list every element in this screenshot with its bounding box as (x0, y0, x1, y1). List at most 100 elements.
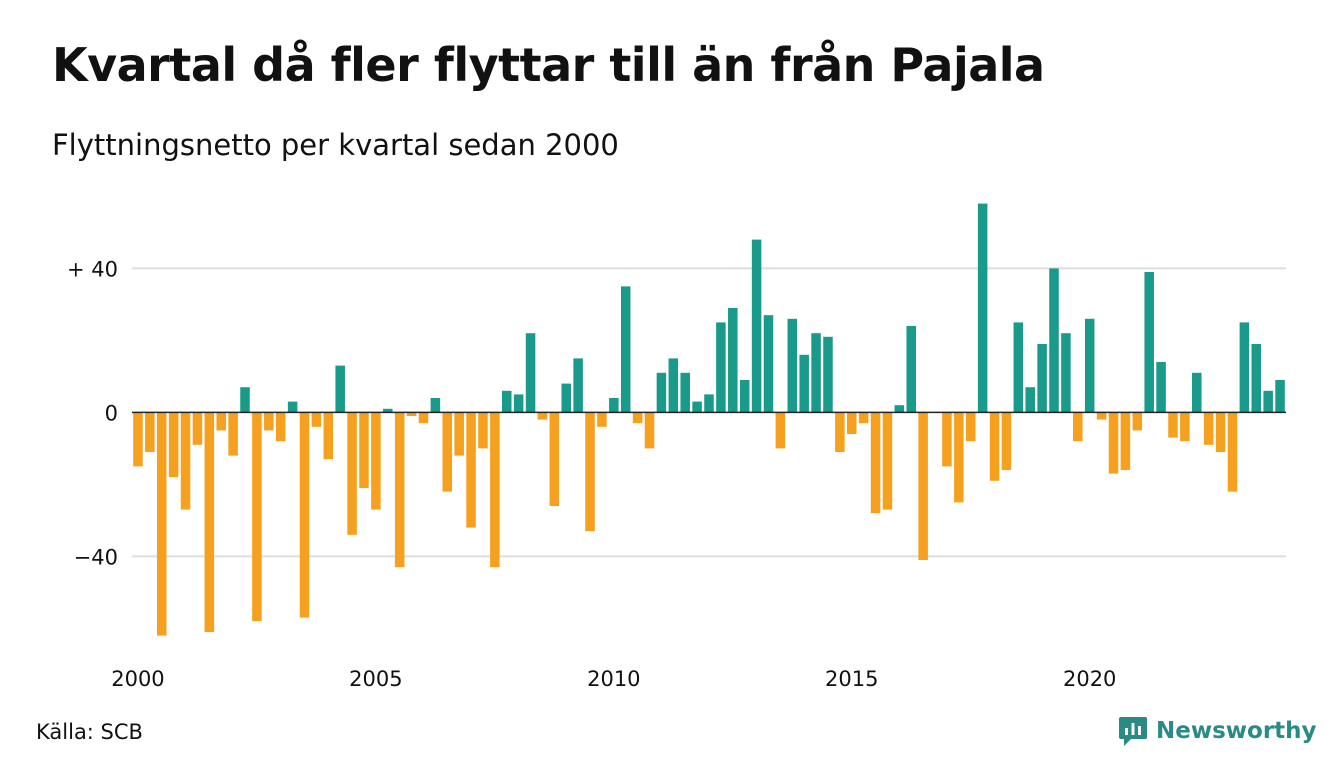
bar-positive (656, 372, 667, 413)
bar-positive (1239, 322, 1250, 413)
bar-positive (728, 308, 738, 413)
bar-positive (501, 390, 512, 413)
bar-negative (549, 412, 560, 506)
bar-positive (1156, 362, 1166, 413)
bar-negative (1108, 412, 1119, 474)
bar-negative (168, 412, 179, 478)
bar-positive (1061, 333, 1071, 413)
bar-positive (561, 383, 571, 413)
bar-positive (620, 286, 631, 413)
logo-text: Newsworthy (1156, 718, 1317, 744)
bar-negative (835, 412, 845, 452)
bar-positive (787, 318, 798, 413)
bar-negative (1227, 412, 1238, 492)
bar-positive (739, 380, 750, 413)
bar-positive (799, 354, 809, 413)
bar-positive (1013, 322, 1024, 413)
bar-negative (954, 412, 964, 503)
bar-negative (1001, 412, 1012, 470)
bar-negative (192, 412, 203, 445)
x-tick-label: 2000 (111, 667, 164, 691)
bar-negative (264, 412, 274, 431)
bar-positive (1275, 380, 1285, 413)
bar-negative (1215, 412, 1226, 452)
bar-positive (287, 401, 298, 413)
bar-negative (1073, 412, 1083, 442)
bar-negative (1120, 412, 1131, 470)
y-tick-label: + 40 (67, 257, 118, 281)
bar-negative (597, 412, 607, 427)
bar-positive (383, 408, 393, 413)
bar-positive (609, 398, 619, 413)
bar-positive (1192, 372, 1202, 413)
bar-negative (478, 412, 488, 449)
bar-negative (965, 412, 976, 442)
grid-lines (132, 267, 1286, 558)
y-axis-ticks: + 40 0 −40 (67, 257, 118, 569)
bar-negative (644, 412, 655, 449)
bar-positive (1037, 344, 1047, 413)
bar-negative (133, 412, 143, 467)
bar-positive (823, 336, 833, 413)
bar-negative (870, 412, 881, 514)
bar-negative (145, 412, 155, 452)
bar-negative (180, 412, 191, 510)
bar-positive (1084, 318, 1095, 413)
bar-negative (394, 412, 405, 568)
newsworthy-logo-icon (1119, 717, 1147, 746)
bar-negative (490, 412, 500, 568)
bar-positive (430, 398, 441, 413)
bar-positive (1049, 268, 1059, 413)
bar-positive (763, 315, 774, 413)
y-tick-label: −40 (74, 545, 118, 569)
bar-negative (1180, 412, 1190, 442)
bar-negative (1096, 412, 1107, 420)
source-note: Källa: SCB (36, 720, 143, 744)
bar-positive (894, 405, 905, 413)
bar-negative (1132, 412, 1143, 431)
bar-positive (1263, 390, 1273, 413)
x-tick-label: 2015 (825, 667, 878, 691)
bar-positive (716, 322, 726, 413)
bar-negative (858, 412, 869, 424)
chart-title: Kvartal då fler flyttar till än från Paj… (52, 38, 1045, 92)
bar-negative (942, 412, 952, 467)
x-axis-ticks: 2000 2005 2010 2015 2020 (111, 667, 1116, 691)
bar-positive (751, 239, 762, 413)
y-tick-label: 0 (105, 401, 118, 425)
bar-positive (513, 394, 524, 413)
bar-positive (1251, 344, 1262, 413)
bar-positive (668, 358, 679, 413)
bar-positive (1025, 387, 1035, 413)
bar-negative (989, 412, 1000, 481)
bar-negative (418, 412, 429, 424)
bar-positive (335, 365, 345, 413)
bar-positive (977, 203, 988, 413)
bar-negative (1168, 412, 1178, 438)
bar-negative (275, 412, 286, 442)
bar-negative (252, 412, 262, 622)
bars (133, 203, 1285, 636)
bar-negative (156, 412, 167, 636)
bar-negative (406, 412, 417, 416)
bar-negative (371, 412, 381, 510)
bar-negative (882, 412, 893, 510)
bar-negative (537, 412, 548, 420)
x-tick-label: 2020 (1063, 667, 1116, 691)
bar-positive (680, 372, 690, 413)
bar-negative (204, 412, 215, 632)
bar-negative (466, 412, 476, 528)
bar-negative (359, 412, 369, 488)
bar-negative (585, 412, 595, 532)
bar-negative (918, 412, 928, 560)
bar-negative (775, 412, 786, 449)
bar-positive (692, 401, 702, 413)
bar-positive (906, 326, 917, 413)
newsworthy-logo[interactable]: Newsworthy (1118, 714, 1317, 748)
bar-negative (311, 412, 322, 427)
bar-positive (240, 387, 250, 413)
bar-negative (216, 412, 226, 431)
bar-negative (442, 412, 453, 492)
bar-positive (573, 358, 583, 413)
